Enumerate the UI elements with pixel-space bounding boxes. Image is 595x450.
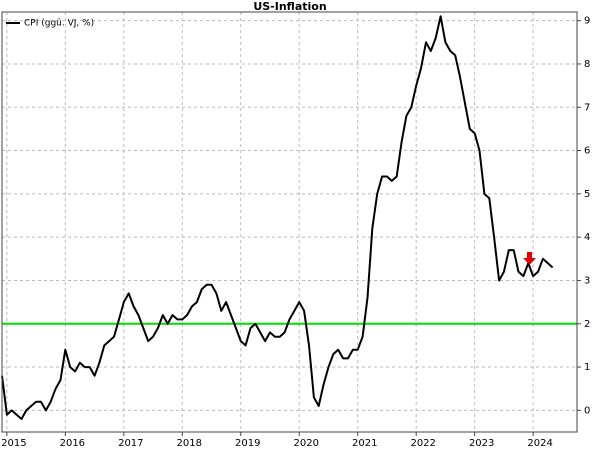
y-tick-label: 4 xyxy=(584,232,590,243)
data-line xyxy=(1,15,554,420)
y-tick-label: 6 xyxy=(584,146,590,157)
y-tick-label: 3 xyxy=(584,275,590,286)
y-tick-label: 7 xyxy=(584,102,590,113)
x-tick-label: 2021 xyxy=(352,438,377,449)
y-tick-label: 1 xyxy=(584,362,590,373)
chart-title: US-Inflation xyxy=(253,0,326,13)
y-tick-label: 2 xyxy=(584,319,590,330)
legend-label: CPI (ggü. VJ, %) xyxy=(24,19,94,29)
y-tick-label: 8 xyxy=(584,59,590,70)
y-tick-label: 0 xyxy=(584,405,590,416)
y-tick-label: 5 xyxy=(584,189,590,200)
x-tick-label: 2024 xyxy=(527,438,552,449)
plot-area xyxy=(1,12,577,432)
x-tick-label: 2016 xyxy=(60,438,85,449)
x-tick-label: 2017 xyxy=(118,438,143,449)
y-tick-label: 9 xyxy=(584,16,590,27)
plot-frame xyxy=(1,11,578,433)
x-tick-label: 2023 xyxy=(469,438,494,449)
x-tick-label: 2022 xyxy=(410,438,435,449)
x-tick-label: 2019 xyxy=(235,438,260,449)
x-tick-label: 2018 xyxy=(177,438,202,449)
arrow-annotation xyxy=(523,252,536,265)
x-tick-label: 2020 xyxy=(294,438,319,449)
x-tick-label: 2015 xyxy=(1,438,26,449)
